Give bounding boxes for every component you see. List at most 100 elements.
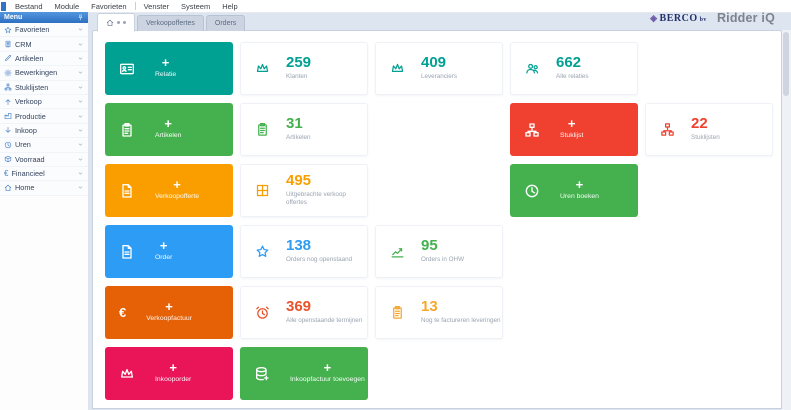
- dashboard-tiles: + Relatie 259 Klanten 409 Leveranciers 6…: [105, 42, 773, 400]
- tile-add-inkooporder[interactable]: + Inkooporder: [105, 347, 233, 400]
- sidebar-item-label: Stuklijsten: [15, 82, 49, 92]
- menu-venster[interactable]: Venster: [143, 1, 170, 11]
- plus-icon: +: [161, 55, 170, 71]
- sidebar-item-voorraad[interactable]: Voorraad: [0, 152, 88, 167]
- stat-value: 259: [286, 54, 312, 72]
- sidebar-item-favorieten[interactable]: Favorieten: [0, 23, 88, 38]
- sidebar-item-stuklijsten[interactable]: Stuklijsten: [0, 80, 88, 95]
- stat-label: Uitgebrachte verkoop offertes: [286, 190, 346, 206]
- menu-module[interactable]: Module: [54, 1, 80, 11]
- sidebar-item-bewerkingen[interactable]: Bewerkingen: [0, 66, 88, 81]
- id-card-icon: [119, 61, 135, 77]
- gear-icon: [4, 69, 12, 77]
- stat-value: 31: [286, 115, 303, 133]
- chevron-down-icon: [77, 156, 84, 163]
- tile-label: Uren boeken: [560, 193, 599, 201]
- tile-label: Artikelen: [155, 132, 182, 140]
- people-icon: [525, 61, 540, 76]
- hierarchy-icon: [660, 122, 675, 137]
- home-icon: [106, 19, 114, 27]
- tile-label: Stuklijst: [560, 132, 584, 140]
- sidebar-header: Menu: [0, 12, 88, 23]
- sidebar-item-label: Bewerkingen: [15, 68, 58, 78]
- menubar-separator: [134, 2, 136, 10]
- chevron-down-icon: [77, 69, 84, 76]
- sidebar-title: Menu: [4, 14, 23, 21]
- menu-favorieten[interactable]: Favorieten: [91, 1, 127, 11]
- tile-stat-te-factureren-leveringen[interactable]: 13 Nog te factureren leveringen: [375, 286, 503, 339]
- star-icon: [255, 244, 270, 259]
- delivery-note-icon: [390, 305, 405, 320]
- tile-stat-leveranciers[interactable]: 409 Leveranciers: [375, 42, 503, 95]
- crown-icon: [255, 61, 270, 76]
- sidebar-item-crm[interactable]: CRM: [0, 37, 88, 52]
- sidebar-item-label: Productie: [15, 111, 46, 121]
- sidebar-item-artikelen[interactable]: Artikelen: [0, 51, 88, 67]
- tile-stat-verkoopoffertes[interactable]: 495 Uitgebrachte verkoop offertes: [240, 164, 368, 217]
- plus-icon: +: [567, 116, 576, 132]
- tile-add-verkoopofferte[interactable]: + Verkoopofferte: [105, 164, 233, 217]
- logo-area: ◈ BERCO bv Ridder iQ: [650, 11, 775, 25]
- sidebar-item-home[interactable]: Home: [0, 181, 88, 196]
- tile-add-relatie[interactable]: + Relatie: [105, 42, 233, 95]
- clock-icon: [4, 141, 12, 149]
- menu-help[interactable]: Help: [222, 1, 238, 11]
- tile-uren-boeken[interactable]: + Uren boeken: [510, 164, 638, 217]
- tab-verkoopoffertes[interactable]: Verkoopoffertes: [137, 15, 204, 31]
- pin-icon[interactable]: [77, 14, 84, 21]
- crown-icon: [119, 366, 135, 382]
- stat-value: 409: [421, 54, 447, 72]
- tile-label: Verkoopfactuur: [146, 315, 192, 323]
- euro-icon: €: [119, 305, 127, 320]
- tile-stat-klanten[interactable]: 259 Klanten: [240, 42, 368, 95]
- tile-stat-alle-relaties[interactable]: 662 Alle relaties: [510, 42, 638, 95]
- tile-add-artikelen[interactable]: + Artikelen: [105, 103, 233, 156]
- alarm-clock-icon: [255, 305, 270, 320]
- plus-icon: +: [323, 360, 332, 376]
- tile-stat-artikelen[interactable]: 31 Artikelen: [240, 103, 368, 156]
- stat-value: 369: [286, 298, 312, 316]
- plus-icon: +: [165, 299, 173, 315]
- tile-stat-openstaande-termijnen[interactable]: 369 Alle openstaande termijnen: [240, 286, 368, 339]
- invoice-database-icon: [254, 366, 270, 382]
- tab-dashboard[interactable]: [97, 13, 135, 32]
- sidebar-item-financieel[interactable]: € Financieel: [0, 166, 88, 182]
- plus-icon: +: [169, 360, 177, 376]
- tile-add-stuklijst[interactable]: + Stuklijst: [510, 103, 638, 156]
- sidebar-item-inkoop[interactable]: Inkoop: [0, 123, 88, 139]
- tab-orders[interactable]: Orders: [205, 15, 246, 31]
- factory-icon: [4, 112, 12, 120]
- tile-stat-orders-openstaand[interactable]: 138 Orders nog openstaand: [240, 225, 368, 278]
- menu-systeem[interactable]: Systeem: [181, 1, 211, 11]
- arrow-down-icon: [4, 126, 12, 134]
- scrollbar-thumb[interactable]: [783, 32, 789, 96]
- plus-icon: +: [173, 177, 181, 193]
- stat-value: 662: [556, 54, 582, 72]
- sidebar-item-verkoop[interactable]: Verkoop: [0, 94, 88, 110]
- sidebar-item-productie[interactable]: Productie: [0, 109, 88, 124]
- tile-stat-stuklijsten[interactable]: 22 Stuklijsten: [645, 103, 773, 156]
- tab-options-icon[interactable]: [123, 21, 126, 24]
- tile-add-verkoopfactuur[interactable]: € + Verkoopfactuur: [105, 286, 233, 339]
- sidebar-item-label: Favorieten: [15, 25, 50, 35]
- clock-icon: [524, 183, 540, 199]
- plus-icon: +: [164, 116, 173, 132]
- tile-add-inkoopfactuur[interactable]: + Inkoopfactuur toevoegen: [240, 347, 368, 400]
- tile-stat-orders-ohw[interactable]: 95 Orders in OHW: [375, 225, 503, 278]
- menu-bestand[interactable]: Bestand: [15, 1, 43, 11]
- offer-document-icon: [119, 183, 135, 199]
- sidebar-item-uren[interactable]: Uren: [0, 138, 88, 153]
- chevron-down-icon: [77, 170, 84, 177]
- berco-logo: ◈ BERCO bv: [650, 13, 707, 24]
- stat-label: Nog te factureren leveringen: [421, 316, 501, 324]
- stat-label: Alle relaties: [556, 72, 589, 80]
- tab-dropdown-icon[interactable]: [117, 21, 120, 24]
- berco-logo-suffix: bv: [699, 16, 707, 23]
- pencil-icon: [4, 54, 12, 62]
- sidebar: Menu Favorieten CRM Artikelen Bewerkinge…: [0, 12, 89, 410]
- tile-label: Inkoopfactuur toevoegen: [290, 376, 365, 384]
- tab-label: Orders: [214, 20, 237, 27]
- tile-add-order[interactable]: + Order: [105, 225, 233, 278]
- stat-label: Leveranciers: [421, 72, 458, 80]
- home-icon: [4, 184, 12, 192]
